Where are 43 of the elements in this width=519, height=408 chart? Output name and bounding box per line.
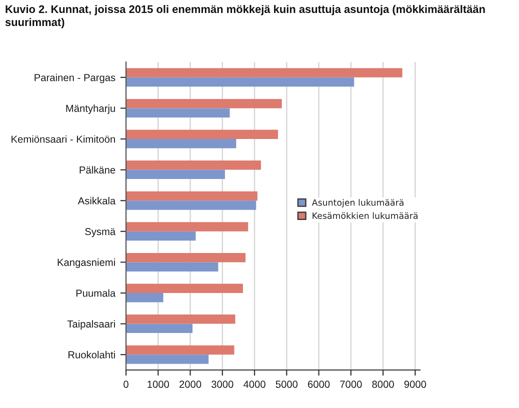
bar <box>126 293 164 302</box>
bar <box>126 68 402 78</box>
bar <box>126 284 243 293</box>
bar <box>126 222 248 232</box>
y-tick-label: Sysmä <box>85 228 116 238</box>
y-tick-label: Taipalsaari <box>67 320 115 330</box>
legend-label: Asuntojen lukumäärä <box>312 199 404 208</box>
y-tick-label: Pälkäne <box>80 166 116 174</box>
bar <box>126 200 256 210</box>
y-tick-label: Kangasniemi <box>58 258 115 268</box>
bar <box>126 262 218 272</box>
x-tick-label: 4000 <box>243 380 266 388</box>
x-tick-label: 9000 <box>404 380 426 388</box>
bar <box>126 170 225 180</box>
y-tick-label: Mäntyharju <box>66 104 115 114</box>
x-tick-label: 8000 <box>372 380 394 388</box>
legend-label: Kesämökkien lukumäärä <box>312 212 418 219</box>
bar <box>126 130 278 139</box>
x-tick-label: 6000 <box>308 380 330 388</box>
chart-title: Kuvio 2. Kunnat, joissa 2015 oli enemmän mökkejä kuin asuttuja asuntoja (mökkimäärältään suurimmat) <box>5 5 485 28</box>
x-tick-label: 3000 <box>212 380 234 388</box>
bar <box>126 139 236 148</box>
bar <box>126 160 261 170</box>
bar <box>126 191 258 201</box>
bar <box>126 345 234 355</box>
bar <box>126 314 236 324</box>
bar <box>126 108 230 118</box>
y-tick-label: Puumala <box>76 289 116 297</box>
x-tick-label: 5000 <box>276 380 298 388</box>
x-tick-label: 1000 <box>148 380 170 388</box>
bar <box>126 324 193 334</box>
bar <box>126 98 282 108</box>
y-tick-label: Kemiönsaari - Kimitoön <box>12 135 115 143</box>
y-tick-label: Ruokolahti <box>68 350 115 358</box>
x-tick-label: 7000 <box>340 380 362 388</box>
x-tick-label: 2000 <box>179 380 202 388</box>
bar <box>126 354 209 364</box>
x-tick-label: 0 <box>124 380 128 388</box>
y-tick-label: Parainen - Pargas <box>34 74 116 84</box>
bar <box>126 77 354 87</box>
bar <box>126 252 246 262</box>
y-tick-label: Asikkala <box>78 196 116 204</box>
bar <box>126 231 196 241</box>
